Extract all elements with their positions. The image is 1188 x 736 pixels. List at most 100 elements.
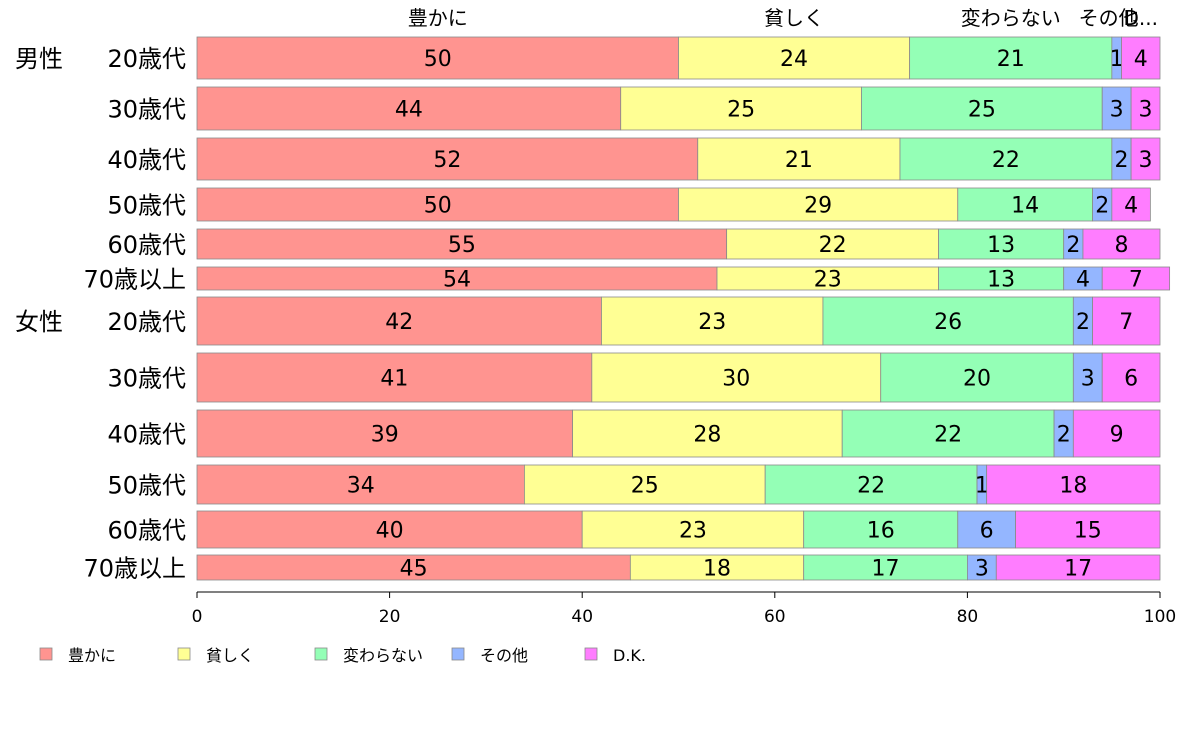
- top-series-labels: 豊かに 貧しく 変わらない その他D...: [408, 6, 1158, 30]
- data-label: 13: [987, 268, 1015, 293]
- data-label: 2: [1066, 233, 1080, 258]
- bar-segment: [1015, 510, 1161, 549]
- legend-swatch: [451, 647, 465, 661]
- bar-segment: [1082, 228, 1161, 260]
- data-label: 21: [785, 148, 813, 173]
- data-label: 22: [819, 233, 847, 258]
- bar-segment: [803, 554, 968, 581]
- data-label: 4: [1076, 268, 1090, 293]
- bar-segment: [967, 554, 997, 581]
- legend-label: 貧しく: [206, 646, 254, 665]
- data-label: 25: [631, 474, 659, 499]
- legend-label: D.K.: [613, 646, 646, 665]
- legend-label: その他: [480, 646, 528, 665]
- data-label: 16: [867, 519, 895, 544]
- bar-segment: [629, 554, 805, 581]
- legend-swatch: [314, 647, 328, 661]
- bar-segment: [764, 464, 978, 505]
- data-label: 25: [727, 98, 755, 123]
- data-label: 2: [1076, 310, 1090, 335]
- bar-segment: [196, 36, 679, 80]
- data-label: 50: [424, 47, 452, 72]
- data-label: 22: [992, 148, 1020, 173]
- legend-swatch: [584, 647, 598, 661]
- bar-segment: [1101, 86, 1132, 131]
- bar-segment: [591, 352, 882, 403]
- data-label: 40: [376, 519, 404, 544]
- data-label: 50: [424, 194, 452, 219]
- category-label: 60歳代: [107, 517, 186, 545]
- data-label: 20: [963, 367, 991, 392]
- data-label: 26: [934, 310, 962, 335]
- data-label: 25: [968, 98, 996, 123]
- data-label: 6: [980, 519, 994, 544]
- data-label: 21: [997, 47, 1025, 72]
- category-label: 40歳代: [107, 421, 186, 449]
- bar-segment: [678, 36, 911, 80]
- data-label: 18: [703, 557, 731, 582]
- bar-segment: [581, 510, 805, 549]
- category-label: 40歳代: [107, 146, 186, 174]
- data-label: 18: [1059, 474, 1087, 499]
- bar-segment: [1072, 352, 1103, 403]
- data-label: 3: [1110, 98, 1124, 123]
- series-top-label: その他: [1079, 6, 1139, 30]
- data-label: 15: [1074, 519, 1102, 544]
- category-label: 20歳代: [107, 308, 186, 336]
- data-label: 6: [1124, 367, 1138, 392]
- x-tick-label: 40: [571, 607, 593, 627]
- data-label: 23: [698, 310, 726, 335]
- series-top-label: 貧しく: [764, 6, 824, 30]
- data-label: 24: [780, 47, 808, 72]
- bar-segment: [995, 554, 1161, 581]
- data-label: 39: [371, 423, 399, 448]
- data-label: 23: [679, 519, 707, 544]
- bar-segment: [196, 554, 631, 581]
- x-tick-label: 60: [764, 607, 786, 627]
- bar-segment: [957, 187, 1093, 222]
- bar-segment: [841, 409, 1055, 458]
- bar-segment: [196, 137, 699, 181]
- bar-segment: [899, 137, 1113, 181]
- bar-segment: [601, 296, 824, 346]
- category-label: 50歳代: [107, 192, 186, 220]
- data-label: 8: [1114, 233, 1128, 258]
- bar-segment: [909, 36, 1113, 80]
- data-label: 22: [934, 423, 962, 448]
- data-label: 34: [347, 474, 375, 499]
- data-label: 52: [433, 148, 461, 173]
- bar-segment: [1101, 352, 1161, 403]
- bar-segment: [196, 86, 622, 131]
- data-label: 22: [857, 474, 885, 499]
- bar-segment: [196, 228, 728, 260]
- bar-segment: [861, 86, 1103, 131]
- bar-segment: [196, 409, 573, 458]
- x-axis: 0 20 40 60 80 100: [192, 591, 1176, 627]
- category-label: 60歳代: [107, 231, 186, 259]
- data-label: 3: [1139, 98, 1153, 123]
- data-label: 9: [1110, 423, 1124, 448]
- data-label: 42: [385, 310, 413, 335]
- bar-segment: [938, 228, 1065, 260]
- series-top-label: 変わらない: [961, 6, 1061, 30]
- data-label: 13: [987, 233, 1015, 258]
- bar-segment: [1092, 296, 1161, 346]
- data-label: 45: [400, 557, 428, 582]
- data-label: 17: [872, 557, 900, 582]
- x-tick-label: 20: [379, 607, 401, 627]
- category-label: 20歳代: [107, 45, 186, 73]
- data-label: 28: [693, 423, 721, 448]
- data-label: 7: [1119, 310, 1133, 335]
- data-label: 4: [1124, 194, 1138, 219]
- bar-segment: [1130, 86, 1161, 131]
- data-label: 4: [1134, 47, 1148, 72]
- category-label: 70歳以上: [83, 555, 186, 583]
- legend-label: 豊かに: [68, 646, 116, 665]
- category-label: 70歳以上: [83, 266, 186, 294]
- bar-segment: [524, 464, 766, 505]
- bar-segment: [1101, 266, 1171, 291]
- x-tick-label: 80: [957, 607, 979, 627]
- bar-segment: [572, 409, 843, 458]
- series-top-label: D...: [1123, 6, 1157, 30]
